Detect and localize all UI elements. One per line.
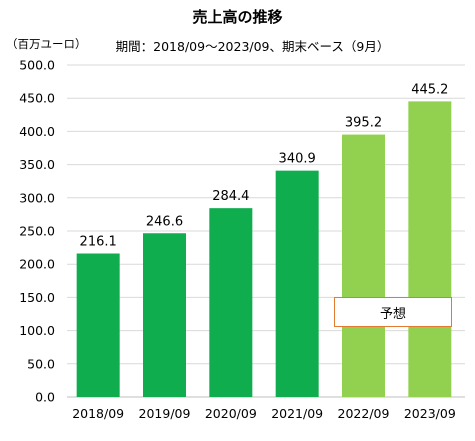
y-tick-label: 350.0 bbox=[19, 157, 55, 172]
x-tick-label: 2018/09 bbox=[72, 406, 124, 421]
y-tick-label: 150.0 bbox=[19, 290, 55, 305]
bar-value-label: 445.2 bbox=[411, 82, 448, 97]
bar-value-label: 246.6 bbox=[146, 214, 183, 229]
x-tick-label: 2022/09 bbox=[338, 406, 390, 421]
forecast-annotation: 予想 bbox=[334, 297, 452, 327]
y-tick-label: 100.0 bbox=[19, 323, 55, 338]
y-tick-label: 500.0 bbox=[19, 58, 55, 73]
y-tick-label: 300.0 bbox=[19, 190, 55, 205]
y-tick-label: 400.0 bbox=[19, 124, 55, 139]
y-tick-label: 50.0 bbox=[27, 356, 55, 371]
bar-value-label: 340.9 bbox=[279, 152, 316, 167]
y-tick-label: 250.0 bbox=[19, 224, 55, 239]
y-tick-label: 0.0 bbox=[35, 390, 55, 405]
x-tick-label: 2019/09 bbox=[139, 406, 191, 421]
bar bbox=[209, 208, 253, 397]
chart-title: 売上高の推移 bbox=[192, 8, 283, 26]
bar bbox=[275, 170, 319, 397]
bar-forecast bbox=[408, 101, 452, 397]
bar bbox=[76, 253, 120, 397]
x-tick-label: 2023/09 bbox=[404, 406, 456, 421]
chart-subtitle: 期間：2018/09～2023/09、期末ベース（9月） bbox=[115, 39, 390, 54]
bar bbox=[143, 233, 186, 397]
bar-value-label: 284.4 bbox=[212, 189, 249, 204]
x-tick-label: 2020/09 bbox=[205, 406, 257, 421]
unit-label: （百万ユーロ） bbox=[6, 37, 87, 51]
bar-value-label: 216.1 bbox=[80, 235, 117, 250]
x-tick-label: 2021/09 bbox=[271, 406, 323, 421]
bar-forecast bbox=[342, 134, 385, 397]
y-tick-label: 450.0 bbox=[19, 91, 55, 106]
bar-value-label: 395.2 bbox=[345, 116, 382, 131]
y-tick-label: 200.0 bbox=[19, 257, 55, 272]
